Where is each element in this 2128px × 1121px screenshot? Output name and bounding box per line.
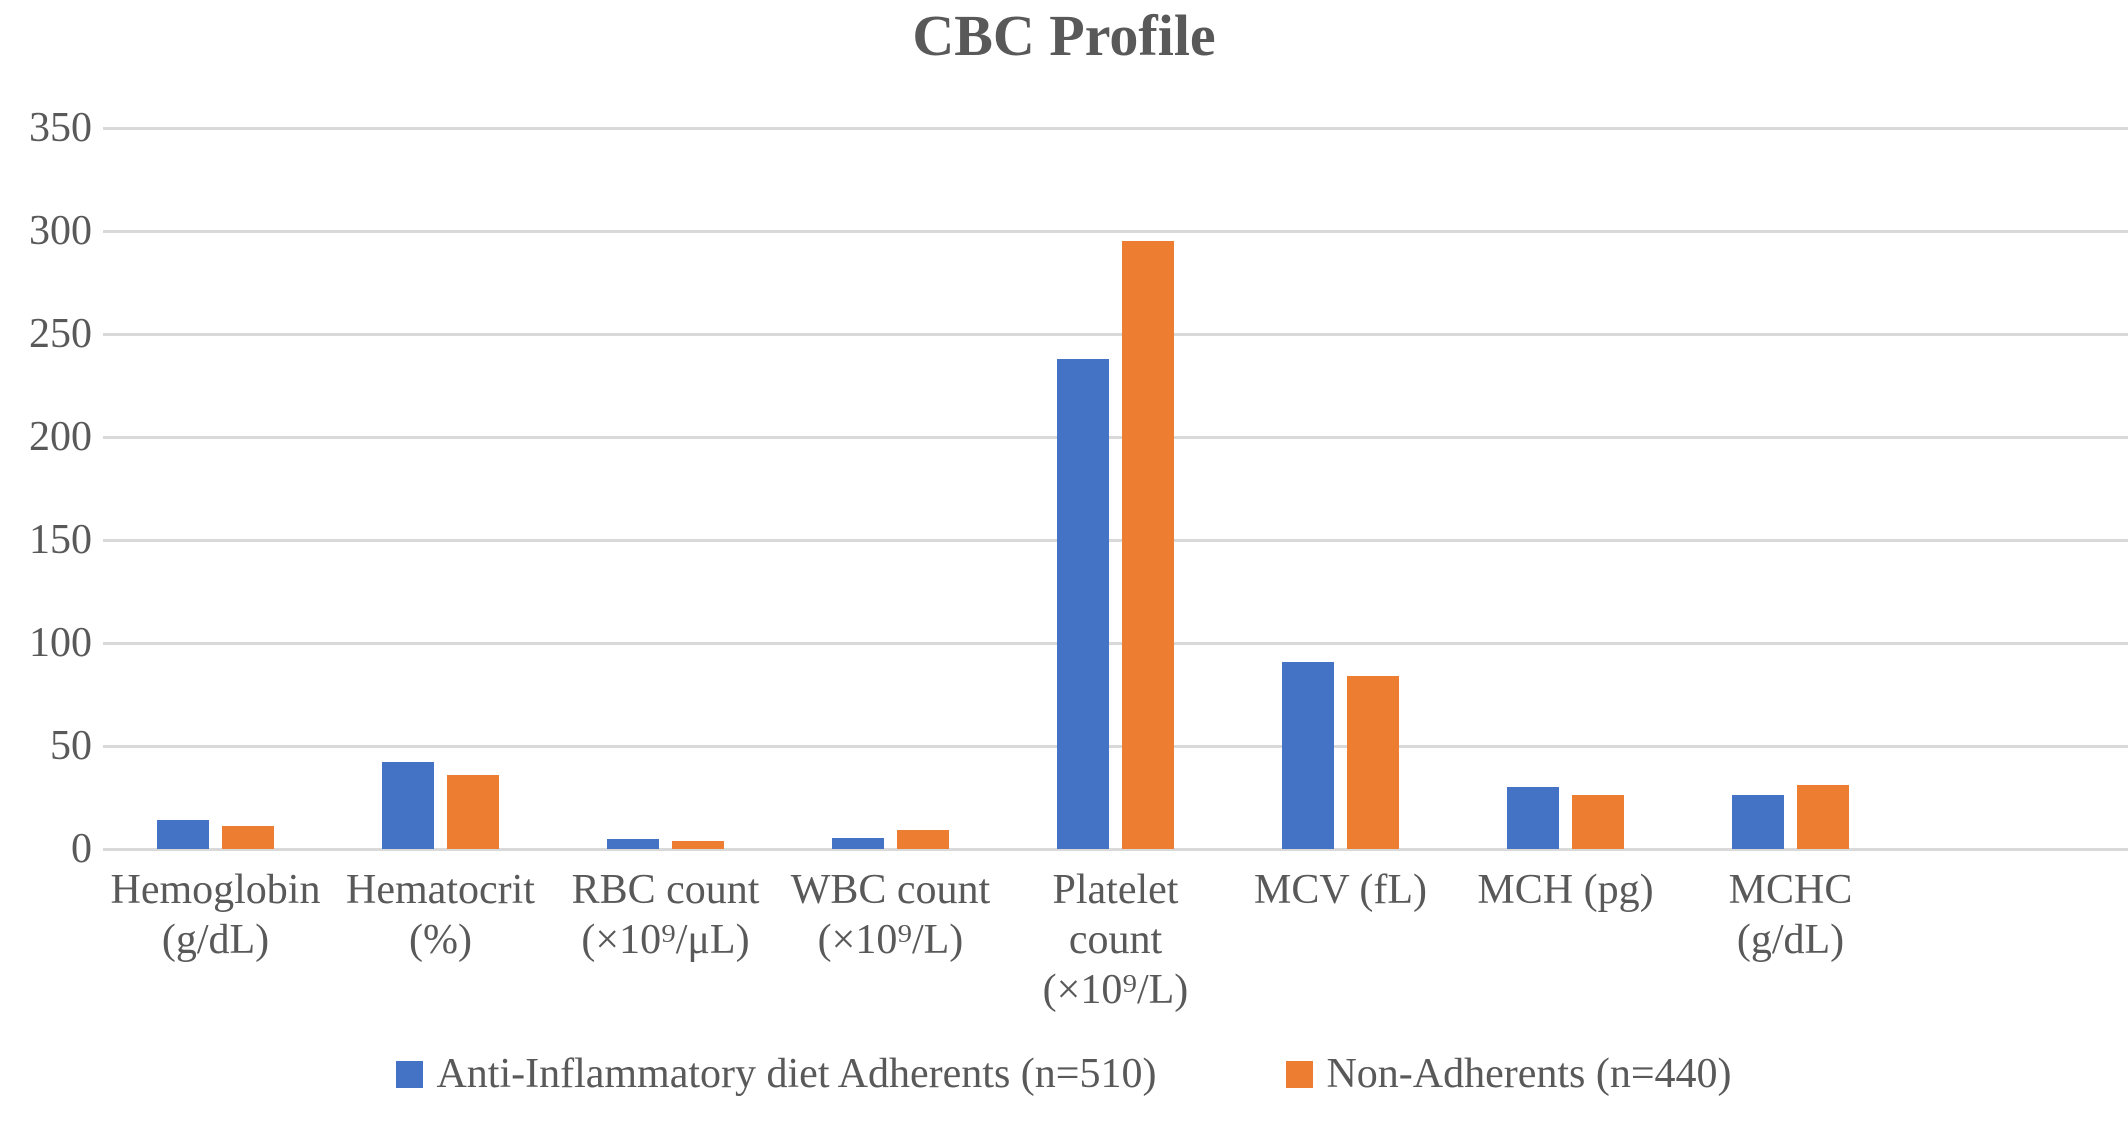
bar-adherents-platelet-count — [1057, 359, 1109, 849]
category-group-mchc — [1678, 128, 1903, 849]
bar-adherents-hematocrit — [382, 762, 434, 849]
category-group-hematocrit — [328, 128, 553, 849]
bar-adherents-mchc — [1732, 795, 1784, 849]
gridline-0 — [103, 847, 2128, 851]
x-axis-category-label-hemoglobin: Hemoglobin (g/dL) — [110, 867, 321, 963]
legend: Anti-Inflammatory diet Adherents (n=510)… — [0, 1050, 2128, 1098]
bar-non-adherents-mcv — [1347, 676, 1399, 849]
category-group-platelet-count — [1003, 128, 1228, 849]
legend-item-non-adherents: Non-Adherents (n=440) — [1286, 1050, 1732, 1098]
bar-non-adherents-platelet-count — [1122, 241, 1174, 849]
x-axis-category-label-platelet-count: Platelet count (×10⁹/L) — [1042, 867, 1189, 1013]
gridline-250 — [103, 332, 2128, 336]
gridline-300 — [103, 229, 2128, 233]
y-axis-tick-label-50: 50 — [50, 723, 92, 769]
bar-non-adherents-rbc-count — [672, 841, 724, 849]
category-group-rbc-count — [553, 128, 778, 849]
y-axis-tick-label-200: 200 — [29, 414, 92, 460]
legend-item-adherents: Anti-Inflammatory diet Adherents (n=510) — [396, 1050, 1156, 1098]
legend-swatch-adherents — [396, 1060, 424, 1088]
category-group-mch — [1453, 128, 1678, 849]
category-group-hemoglobin — [103, 128, 328, 849]
bar-non-adherents-wbc-count — [897, 830, 949, 849]
x-axis-category-label-wbc-count: WBC count (×10⁹/L) — [790, 867, 991, 963]
legend-swatch-non-adherents — [1286, 1060, 1314, 1088]
gridline-350 — [103, 126, 2128, 130]
gridline-50 — [103, 744, 2128, 748]
y-axis-tick-label-0: 0 — [71, 826, 92, 872]
y-axis-tick-label-150: 150 — [29, 517, 92, 563]
gridline-100 — [103, 641, 2128, 645]
x-axis-category-label-mch: MCH (pg) — [1477, 867, 1654, 913]
bar-non-adherents-hematocrit — [447, 775, 499, 849]
x-axis-category-label-hematocrit: Hematocrit (%) — [346, 867, 535, 963]
bar-adherents-wbc-count — [832, 838, 884, 849]
legend-label-non-adherents: Non-Adherents (n=440) — [1326, 1051, 1732, 1097]
chart-title: CBC Profile — [912, 3, 1216, 68]
category-group-wbc-count — [778, 128, 1003, 849]
y-axis-tick-label-250: 250 — [29, 311, 92, 357]
y-axis-tick-label-100: 100 — [29, 620, 92, 666]
bar-adherents-rbc-count — [607, 839, 659, 849]
bar-adherents-mcv — [1282, 662, 1334, 849]
bar-non-adherents-mch — [1572, 795, 1624, 849]
gridline-150 — [103, 538, 2128, 542]
bar-adherents-hemoglobin — [157, 820, 209, 849]
bar-non-adherents-hemoglobin — [222, 826, 274, 849]
gridline-200 — [103, 435, 2128, 439]
x-axis-category-label-rbc-count: RBC count (×10⁹/μL) — [571, 867, 760, 963]
y-axis-tick-label-350: 350 — [29, 105, 92, 151]
category-group-mcv — [1228, 128, 1453, 849]
bar-non-adherents-mchc — [1797, 785, 1849, 849]
x-axis-category-label-mchc: MCHC (g/dL) — [1728, 867, 1853, 963]
x-axis-category-label-mcv: MCV (fL) — [1253, 867, 1428, 913]
y-axis-tick-label-300: 300 — [29, 208, 92, 254]
legend-label-adherents: Anti-Inflammatory diet Adherents (n=510) — [436, 1051, 1157, 1097]
bar-adherents-mch — [1507, 787, 1559, 849]
plot-area — [103, 126, 2128, 851]
x-axis-labels: Hemoglobin (g/dL) Hematocrit (%) RBC count (×… — [103, 865, 2128, 1025]
